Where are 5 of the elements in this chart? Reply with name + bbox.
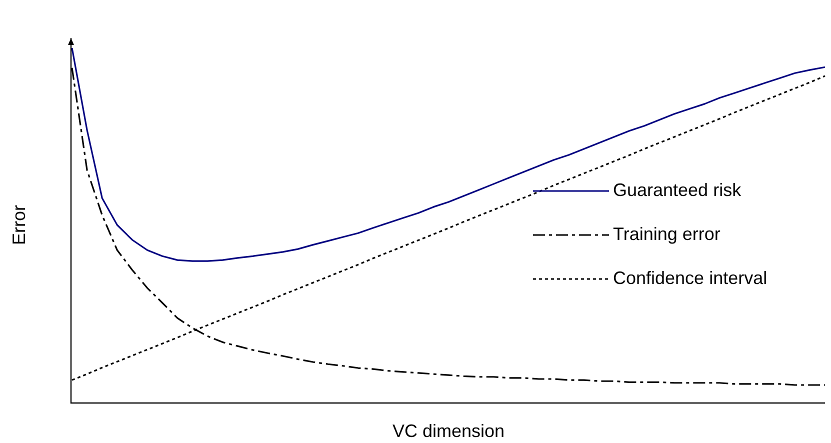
legend-label: Confidence interval: [613, 268, 768, 288]
y-axis-title: Error: [8, 204, 29, 245]
legend-label: Guaranteed risk: [613, 180, 742, 200]
x-axis-title: VC dimension: [392, 420, 505, 441]
legend-label: Training error: [613, 224, 720, 244]
